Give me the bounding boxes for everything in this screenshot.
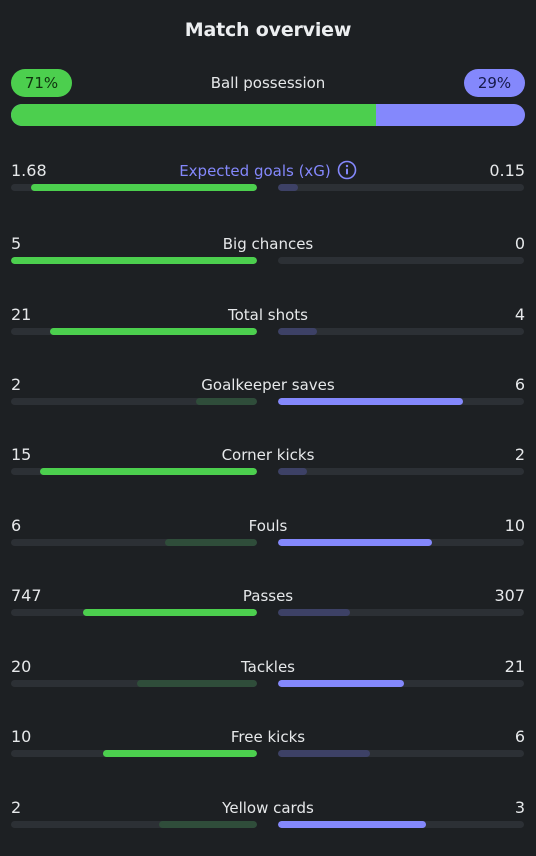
home-bar-track: [11, 680, 257, 687]
stat-row: 2 Goalkeeper saves 6: [11, 374, 525, 416]
stat-label-text: Total shots: [228, 306, 308, 324]
home-bar-fill: [50, 328, 257, 335]
stat-label: Corner kicks: [11, 444, 525, 466]
away-value: 10: [504, 516, 525, 535]
possession-label: Ball possession: [210, 74, 326, 92]
away-bar-fill: [278, 184, 299, 191]
away-value: 3: [514, 798, 525, 817]
home-value: 747: [11, 586, 42, 605]
stat-label: Yellow cards: [11, 797, 525, 819]
away-bar-fill: [278, 468, 307, 475]
away-bar-track: [278, 609, 524, 616]
away-bar-track: [278, 680, 524, 687]
home-bar-track: [11, 328, 257, 335]
stat-label: Goalkeeper saves: [11, 374, 525, 396]
home-bar-fill: [164, 539, 257, 546]
away-bar-fill: [278, 750, 371, 757]
stat-label-text: Corner kicks: [221, 446, 315, 464]
away-value: 21: [504, 657, 525, 676]
stat-label[interactable]: Expected goals (xG): [11, 160, 525, 182]
away-value: 6: [514, 375, 525, 394]
home-bar-track: [11, 609, 257, 616]
stat-label-text: Passes: [242, 587, 294, 605]
stat-label: Free kicks: [11, 726, 525, 748]
home-value: 2: [11, 798, 22, 817]
stat-label-text: Goalkeeper saves: [201, 376, 335, 394]
home-bar-track: [11, 750, 257, 757]
away-value: 6: [514, 727, 525, 746]
stat-label: Total shots: [11, 304, 525, 326]
stat-label-text: Fouls: [248, 517, 288, 535]
info-icon[interactable]: [337, 160, 357, 180]
home-bar-track: [11, 468, 257, 475]
away-bar-fill: [278, 398, 463, 405]
stat-row: 21 Total shots 4: [11, 304, 525, 346]
stat-row: 1.68 Expected goals (xG) 0.15: [11, 160, 525, 202]
away-bar-track: [278, 821, 524, 828]
away-bar-track: [278, 468, 524, 475]
away-bar-fill: [278, 680, 404, 687]
home-possession-badge: 71%: [11, 69, 72, 97]
home-possession-fill: [11, 104, 376, 126]
home-bar-fill: [195, 398, 257, 405]
away-bar-track: [278, 750, 524, 757]
home-bar-fill: [82, 609, 257, 616]
stat-row: 6 Fouls 10: [11, 515, 525, 557]
away-bar-track: [278, 184, 524, 191]
stat-row: 5 Big chances 0: [11, 233, 525, 275]
home-bar-track: [11, 821, 257, 828]
home-bar-track: [11, 184, 257, 191]
away-bar-track: [278, 257, 524, 264]
home-bar-fill: [158, 821, 257, 828]
home-bar-fill: [103, 750, 257, 757]
home-value: 21: [11, 305, 32, 324]
stat-row: 20 Tackles 21: [11, 656, 525, 698]
home-bar-track: [11, 257, 257, 264]
home-value: 6: [11, 516, 22, 535]
stat-row: 10 Free kicks 6: [11, 726, 525, 768]
away-bar-fill: [278, 821, 426, 828]
away-value: 307: [494, 586, 525, 605]
home-bar-fill: [39, 468, 257, 475]
stat-row: 2 Yellow cards 3: [11, 797, 525, 839]
home-value: 10: [11, 727, 32, 746]
home-bar-fill: [137, 680, 257, 687]
stat-label: Big chances: [11, 233, 525, 255]
away-value: 2: [514, 445, 525, 464]
stat-label: Fouls: [11, 515, 525, 537]
home-value: 1.68: [11, 161, 47, 180]
away-value: 0: [514, 234, 525, 253]
stat-row: 747 Passes 307: [11, 585, 525, 627]
away-bar-fill: [278, 539, 432, 546]
home-value: 20: [11, 657, 32, 676]
away-value: 0.15: [489, 161, 525, 180]
home-value: 2: [11, 375, 22, 394]
away-value: 4: [514, 305, 525, 324]
away-bar-fill: [278, 328, 318, 335]
stat-label-text: Expected goals (xG): [179, 162, 331, 180]
away-bar-track: [278, 398, 524, 405]
away-bar-fill: [278, 609, 350, 616]
away-possession-badge: 29%: [464, 69, 525, 97]
stat-label-text: Free kicks: [230, 728, 306, 746]
stat-row: 15 Corner kicks 2: [11, 444, 525, 486]
away-bar-track: [278, 539, 524, 546]
stat-label-text: Tackles: [240, 658, 296, 676]
possession-header: 71% Ball possession 29%: [11, 69, 525, 97]
home-bar-fill: [11, 257, 257, 264]
home-value: 5: [11, 234, 22, 253]
possession-bar: [11, 104, 525, 126]
home-bar-track: [11, 539, 257, 546]
home-bar-track: [11, 398, 257, 405]
stat-label-text: Yellow cards: [222, 799, 314, 817]
stat-label: Passes: [11, 585, 525, 607]
away-bar-track: [278, 328, 524, 335]
stat-label-text: Big chances: [222, 235, 314, 253]
home-bar-fill: [31, 184, 257, 191]
stat-label: Tackles: [11, 656, 525, 678]
page-title: Match overview: [184, 19, 352, 41]
home-value: 15: [11, 445, 32, 464]
